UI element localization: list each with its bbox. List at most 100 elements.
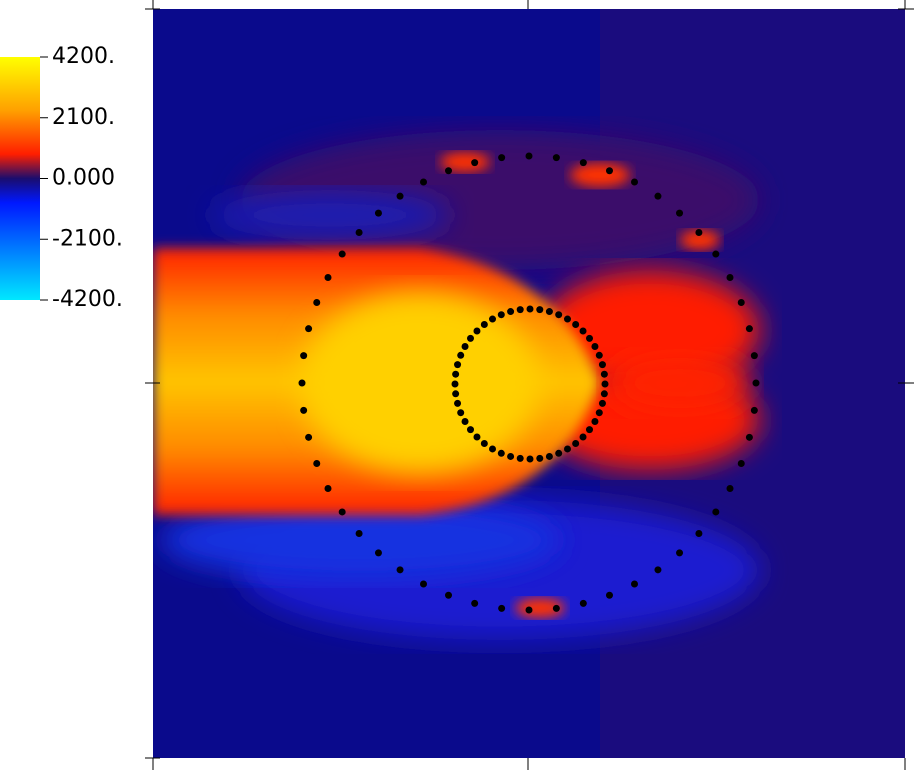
particle [451,380,459,388]
particle [552,154,560,162]
particle [420,178,428,186]
particle [374,209,382,217]
particle [338,508,346,516]
particle [564,445,571,453]
particle [579,433,587,441]
particle [473,433,481,441]
particle [605,591,613,599]
particle [600,370,608,378]
particle [516,454,524,462]
particle [507,452,515,460]
particle [480,440,488,448]
particle [572,440,580,448]
particle [497,311,505,319]
particle [452,390,460,398]
particle [712,250,720,258]
particle [601,380,609,388]
particles [298,152,760,614]
colorbar-label: 4200. [52,44,115,69]
particle [536,454,544,462]
particle [461,418,469,425]
particle [396,566,404,574]
particle [300,406,308,414]
particle [579,327,587,335]
particle [654,192,662,200]
particle [526,455,534,463]
particle [466,334,474,342]
particle [750,406,758,414]
particle [605,167,613,175]
particle [737,459,745,467]
field [153,9,905,758]
particle [745,325,753,333]
particle [471,159,479,167]
particle [525,606,533,614]
particle [572,320,580,328]
particle [489,445,496,453]
particle [630,580,638,588]
colorbar-label: -2100. [52,226,123,251]
particle [313,299,321,307]
particle [461,343,469,350]
particle [480,320,488,328]
particle [591,343,599,350]
colorbar-label: 2100. [52,105,115,130]
particle [516,306,524,314]
particle [676,209,684,217]
particle [420,580,428,588]
particle [305,325,313,333]
frame-ticks [145,0,914,770]
particle [598,361,606,369]
particle [338,250,346,258]
particle [595,351,603,359]
particle [300,352,308,360]
particle [355,228,363,236]
particle [552,604,560,612]
particle [545,452,553,460]
particle [457,409,465,417]
particle [452,370,460,378]
particle [579,599,587,607]
particle [726,484,734,492]
particle [313,459,321,467]
particle [579,159,587,167]
particle [695,530,703,538]
particle [473,327,481,335]
particle [324,274,332,282]
particle [545,308,553,316]
particle [466,426,474,434]
particle [396,192,404,200]
particle [600,390,608,398]
particle [737,299,745,307]
particle [676,549,684,557]
particle [630,178,638,186]
particle [445,167,453,175]
particle [745,433,753,441]
particle [586,334,594,342]
particle [595,409,603,417]
particle [454,361,462,369]
particle [454,399,462,407]
particle [555,449,563,457]
particle [374,549,382,557]
particle [586,426,594,434]
particle [497,449,505,457]
particle [695,228,703,236]
particle [712,508,720,516]
particle [598,399,606,407]
particle [752,379,760,387]
particle [445,591,453,599]
particle [525,152,533,160]
particle [555,311,563,319]
particle [457,351,465,359]
particle [324,484,332,492]
colorbar [0,57,40,300]
particle [498,604,506,612]
particle [536,306,544,314]
particle [654,566,662,574]
particle [498,154,506,162]
particle [726,274,734,282]
particle [471,599,479,607]
particle [591,418,599,425]
